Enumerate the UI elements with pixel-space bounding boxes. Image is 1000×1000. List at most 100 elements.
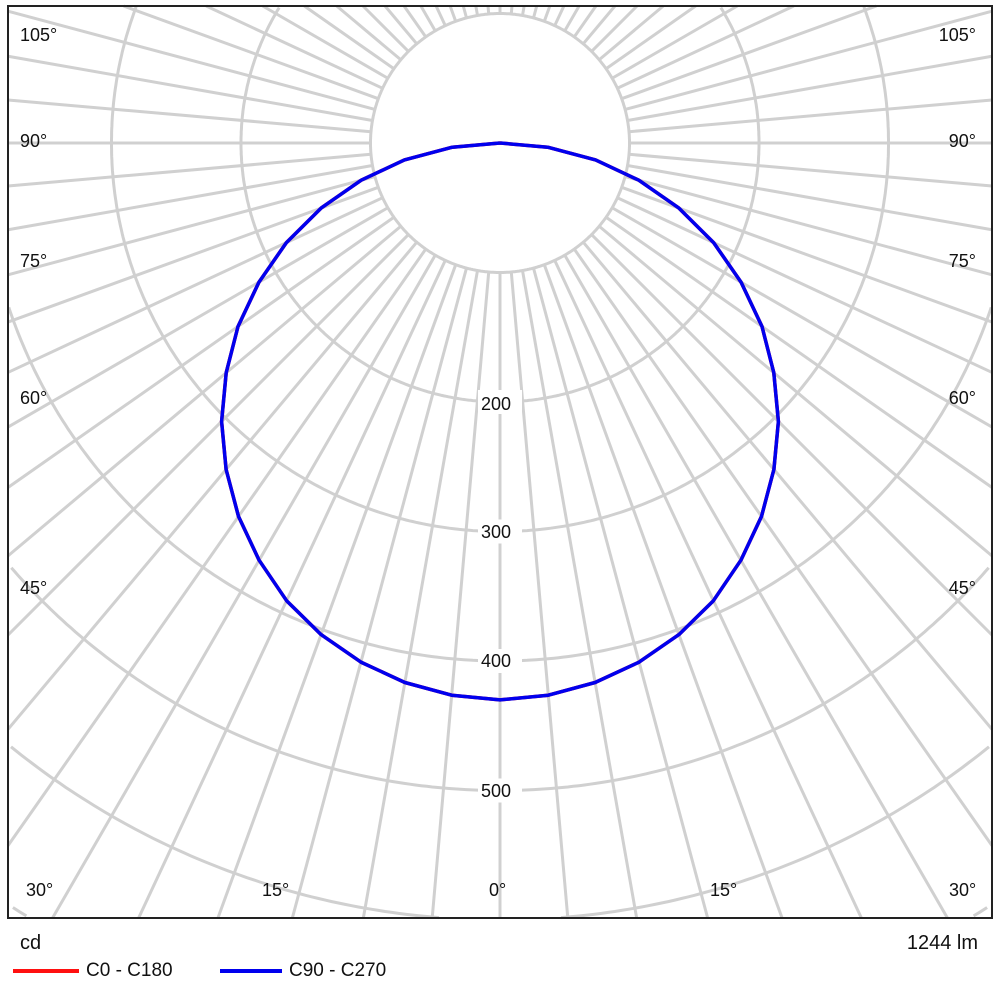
radial-gridline <box>12 906 28 918</box>
legend-swatch-c90 <box>220 969 282 973</box>
angular-gridline <box>290 267 468 919</box>
angular-gridline <box>573 5 598 38</box>
angular-gridline <box>7 54 373 122</box>
angular-gridline <box>261 4 389 80</box>
angular-gridline <box>7 185 379 324</box>
angular-gridline <box>7 164 373 232</box>
angular-gridline <box>563 254 949 919</box>
legend-swatch-c0 <box>13 969 79 973</box>
angular-gridline <box>7 9 376 111</box>
tick-label-bg <box>478 778 522 803</box>
angle-label-left: 90° <box>20 131 48 151</box>
angular-gridline <box>611 4 739 80</box>
angular-gridline <box>542 264 784 919</box>
angular-gridline <box>509 271 570 919</box>
radial-tick-label: 500 <box>481 781 512 801</box>
angular-gridline <box>7 98 372 134</box>
angular-gridline <box>430 271 491 919</box>
angular-gridline <box>216 264 458 919</box>
radial-gridline <box>560 745 990 920</box>
angular-gridline <box>448 5 458 22</box>
angle-label-right: 60° <box>948 388 976 408</box>
angular-gridline <box>621 185 993 324</box>
angle-label-right: 45° <box>948 578 976 598</box>
angle-label-left: 105° <box>20 25 58 45</box>
angular-gridline <box>611 206 993 429</box>
angular-gridline <box>7 206 389 429</box>
legend-label-c0: C0 - C180 <box>86 960 173 981</box>
angular-gridline <box>598 225 993 557</box>
angular-gridline <box>7 216 395 489</box>
angular-gridline <box>7 152 372 188</box>
legend-label-c90: C90 - C270 <box>289 960 387 981</box>
angular-gridline <box>553 259 863 919</box>
angular-gridline <box>582 241 994 731</box>
angular-gridline <box>6 233 410 637</box>
angular-gridline <box>553 5 566 27</box>
angular-gridline <box>7 225 402 557</box>
angular-gridline <box>532 5 539 19</box>
angular-gridline <box>573 248 994 847</box>
angle-label-right: 105° <box>938 25 976 45</box>
angle-label-left: 75° <box>20 251 48 271</box>
angular-gridline <box>598 4 665 61</box>
angular-gridline <box>590 4 639 53</box>
angular-gridline <box>605 216 993 489</box>
plot-area <box>6 4 994 920</box>
angular-gridline <box>402 5 427 38</box>
radial-gridline <box>10 745 440 920</box>
angular-gridline <box>627 54 993 122</box>
angular-gridline <box>616 196 993 374</box>
tick-label-bg <box>478 519 522 544</box>
radial-gridline <box>369 12 631 274</box>
angular-gridline <box>621 4 877 101</box>
plot-frame <box>7 5 993 919</box>
angle-label-bottom: 15° <box>262 880 290 900</box>
angular-gridline <box>335 4 402 61</box>
radial-tick-label: 400 <box>481 651 512 671</box>
angular-gridline <box>419 5 437 32</box>
angular-gridline <box>542 5 552 22</box>
angle-label-bottom: 15° <box>710 880 738 900</box>
angular-gridline <box>6 241 418 731</box>
angular-gridline <box>7 196 384 374</box>
angular-gridline <box>123 4 379 101</box>
angular-gridline <box>461 5 468 19</box>
angular-gridline <box>521 270 639 919</box>
angular-gridline <box>628 152 993 188</box>
angular-gridline <box>521 5 526 16</box>
radial-tick-label: 200 <box>481 394 512 414</box>
flux-label: 1244 lm <box>906 932 978 954</box>
angle-label-left: 60° <box>20 388 48 408</box>
angular-gridline <box>628 98 993 134</box>
angular-gridline <box>205 4 384 90</box>
angular-gridline <box>361 270 479 919</box>
angle-label-bottom: 0° <box>489 880 507 900</box>
angle-label-bottom: 30° <box>949 880 977 900</box>
angle-label-right: 75° <box>948 251 976 271</box>
angle-label-right: 90° <box>948 131 976 151</box>
angular-gridline <box>383 5 418 45</box>
radial-gridline <box>972 906 988 918</box>
angular-gridline <box>616 4 795 90</box>
angular-gridline <box>137 259 447 919</box>
angular-gridline <box>361 4 410 53</box>
angular-gridline <box>582 5 617 45</box>
angular-gridline <box>590 233 994 637</box>
angular-gridline <box>434 5 447 27</box>
angle-label-bottom: 30° <box>26 880 54 900</box>
angle-label-left: 45° <box>20 578 48 598</box>
angular-gridline <box>532 267 710 919</box>
tick-label-bg <box>478 390 522 414</box>
angular-gridline <box>627 164 993 232</box>
angular-gridline <box>605 4 697 70</box>
angular-gridline <box>624 175 993 277</box>
radial-tick-label: 300 <box>481 522 512 542</box>
tick-label-bg <box>478 649 522 673</box>
angular-gridline <box>563 5 581 32</box>
angular-gridline <box>6 248 427 847</box>
series-line-c90-c270 <box>219 141 781 702</box>
angular-gridline <box>7 175 376 277</box>
